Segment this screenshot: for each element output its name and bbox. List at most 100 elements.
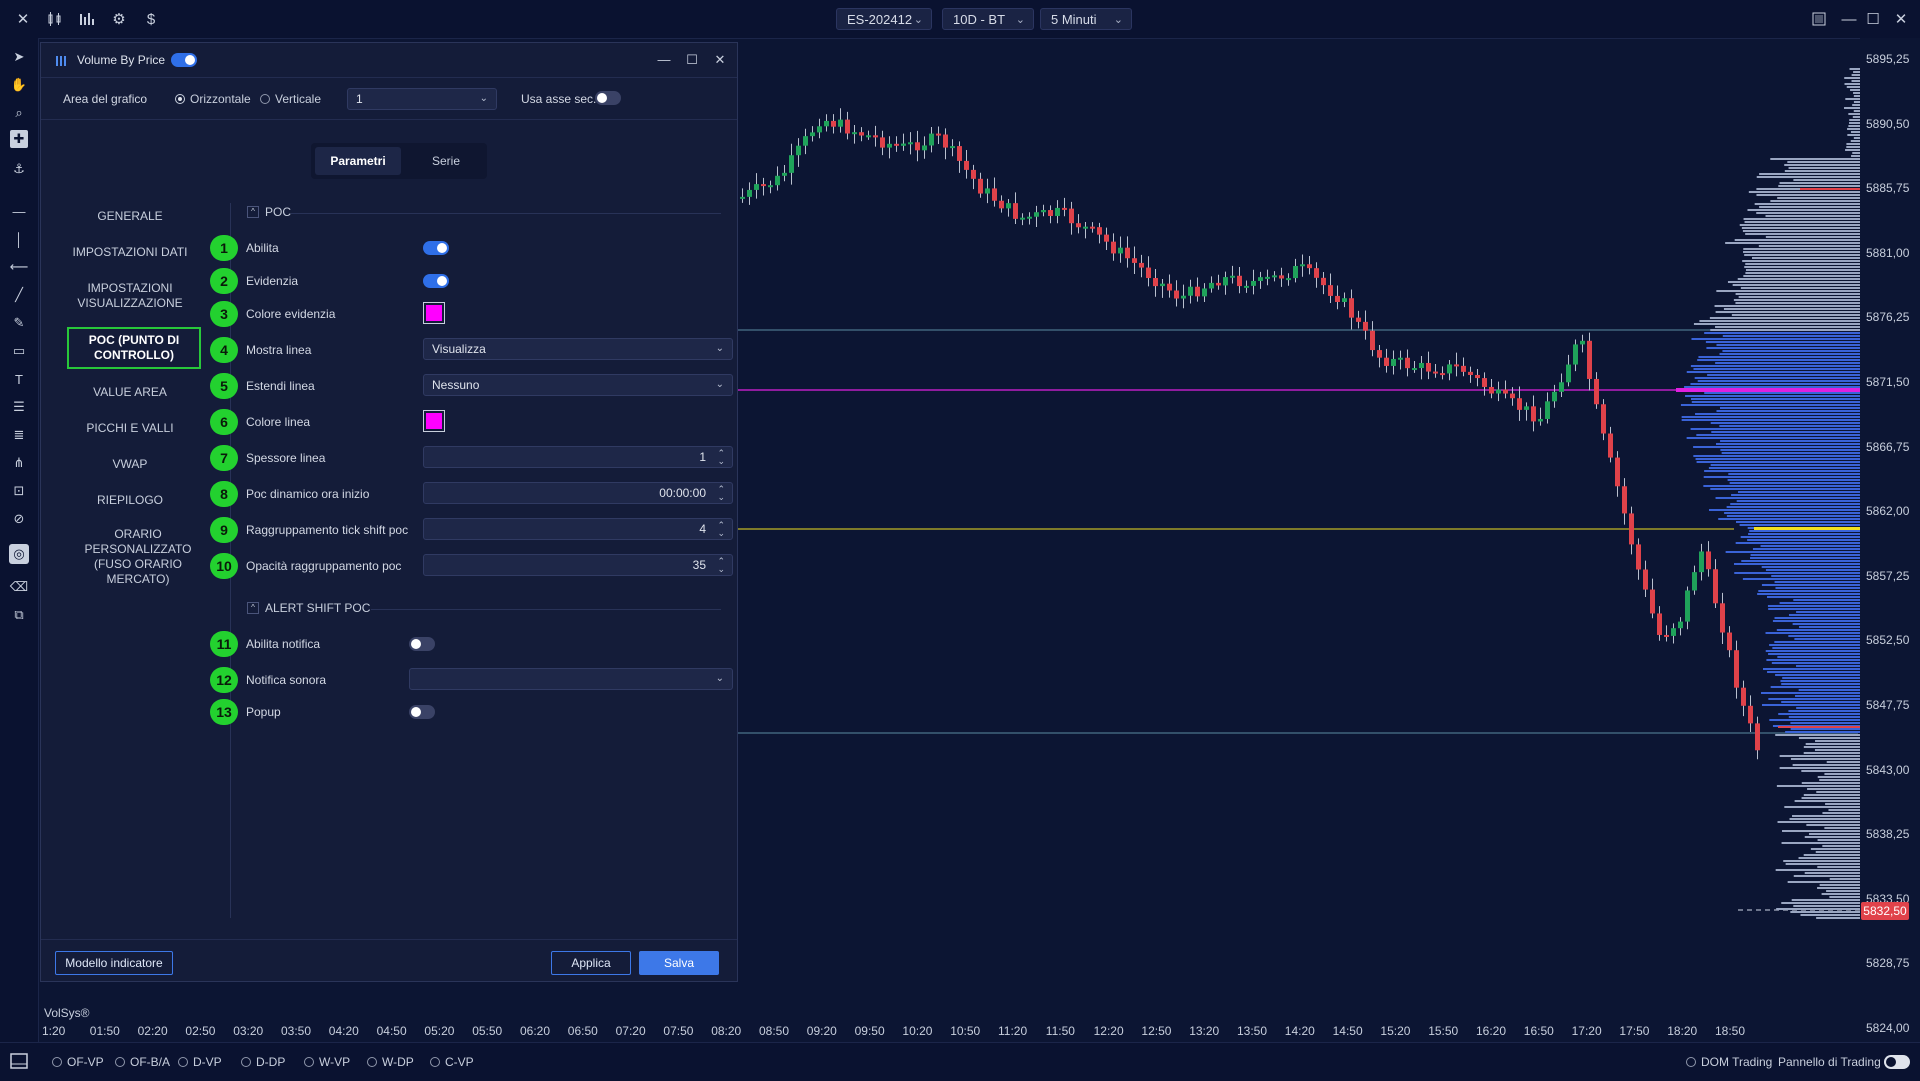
raggruppamento-input[interactable]: 4 ⌃ ⌄ xyxy=(423,518,733,540)
minimize-icon[interactable]: — xyxy=(1841,10,1857,28)
study-option[interactable]: D-VP xyxy=(178,1055,222,1069)
price-tick-label: 5866,75 xyxy=(1866,439,1910,454)
section-alert-header[interactable]: ^ ALERT SHIFT POC xyxy=(247,601,370,615)
mostra-linea-select[interactable]: Visualizza ⌄ xyxy=(423,338,733,360)
crosshair-icon[interactable]: ✚ xyxy=(10,130,28,148)
time-axis[interactable]: 1:20 01:50 02:20 02:50 03:20 03:50 04:20 04:50 0… xyxy=(38,1022,1860,1042)
volume-profile-bar xyxy=(1769,644,1860,646)
panel-icon[interactable] xyxy=(10,1053,28,1074)
nav-picchi-e-valli[interactable]: PICCHI E VALLI xyxy=(86,421,174,435)
pitchfork-icon[interactable]: ⋔ xyxy=(13,455,25,470)
volume-profile-bar xyxy=(1801,797,1860,799)
study-option[interactable]: OF-VP xyxy=(52,1055,104,1069)
vertical-line-icon[interactable]: │ xyxy=(14,231,24,247)
close-icon[interactable]: ✕ xyxy=(714,52,726,67)
ray-icon[interactable]: ⟵ xyxy=(9,259,29,274)
layers-icon[interactable]: ⧉ xyxy=(14,607,24,622)
bar-chart-icon[interactable] xyxy=(76,8,98,30)
minimize-icon[interactable]: — xyxy=(657,52,671,67)
colore-linea-swatch[interactable] xyxy=(423,410,445,432)
close-icon[interactable]: ✕ xyxy=(16,11,30,28)
spinner-icon[interactable]: ⌃ ⌄ xyxy=(717,556,725,574)
candle-body xyxy=(1146,267,1151,279)
nav-impostazioni-dati[interactable]: IMPOSTAZIONI DATI xyxy=(72,245,188,259)
indicator-enable-toggle[interactable] xyxy=(171,53,197,72)
dom-trading-option[interactable]: DOM Trading xyxy=(1686,1055,1772,1069)
orientation-horizontal-radio[interactable]: Orizzontale xyxy=(175,92,251,106)
study-label: OF-VP xyxy=(67,1055,104,1069)
radio-unchecked-icon xyxy=(1686,1057,1696,1067)
orientation-vertical-radio[interactable]: Verticale xyxy=(260,92,321,106)
volume-profile-icon[interactable]: ◎ xyxy=(9,544,29,564)
nav-value-area[interactable]: VALUE AREA xyxy=(93,385,167,399)
price-axis[interactable]: 5895,25 5890,50 5885,75 5881,00 5876,25 5871,… xyxy=(1860,38,1920,1038)
fib-icon[interactable]: ☰ xyxy=(13,399,25,414)
hand-icon[interactable]: ✋ xyxy=(10,77,28,92)
price-chart[interactable] xyxy=(38,38,1860,1038)
step-badge: 13 xyxy=(210,699,238,725)
apply-button[interactable]: Applica xyxy=(551,951,631,975)
poc-dinamico-input[interactable]: 00:00:00 ⌃ ⌄ xyxy=(423,482,733,504)
abilita-notifica-toggle[interactable] xyxy=(409,637,435,656)
study-label: W-VP xyxy=(319,1055,351,1069)
notifica-sonora-select[interactable]: ⌄ xyxy=(409,668,733,690)
maximize-icon[interactable]: ☐ xyxy=(686,52,698,67)
study-option[interactable]: W-VP xyxy=(304,1055,350,1069)
candles-icon[interactable] xyxy=(44,8,66,30)
spinner-icon[interactable]: ⌃ ⌄ xyxy=(717,448,725,466)
nav-impostazioni-visualizzazione[interactable]: IMPOSTAZIONI VISUALIZZAZIONE xyxy=(77,281,183,310)
nav-riepilogo[interactable]: RIEPILOGO xyxy=(96,493,164,507)
candle-body xyxy=(1034,212,1039,217)
estendi-linea-select[interactable]: Nessuno ⌄ xyxy=(423,374,733,396)
symbol-select[interactable]: ES-202412 ⌄ xyxy=(836,8,932,30)
sec-axis-toggle[interactable] xyxy=(595,91,621,108)
tab-serie[interactable]: Serie xyxy=(431,154,460,168)
pannello-toggle[interactable] xyxy=(1884,1055,1910,1074)
popup-toggle[interactable] xyxy=(409,705,435,724)
horizontal-line-icon[interactable]: — xyxy=(12,203,26,219)
study-option[interactable]: C-VP xyxy=(430,1055,474,1069)
nav-generale[interactable]: GENERALE xyxy=(97,209,163,223)
template-button[interactable]: Modello indicatore xyxy=(55,951,173,975)
levels-icon[interactable]: ≣ xyxy=(13,427,25,442)
evidenzia-toggle[interactable] xyxy=(423,274,449,293)
text-icon[interactable]: T xyxy=(15,371,23,387)
nav-poc[interactable]: POC (PUNTO DI CONTROLLO) xyxy=(67,327,201,369)
dom-trading-label: DOM Trading xyxy=(1701,1055,1773,1069)
section-poc-header[interactable]: ^ POC xyxy=(247,205,291,219)
area-select[interactable]: 1 ⌄ xyxy=(347,88,497,110)
opacita-input[interactable]: 35 ⌃ ⌄ xyxy=(423,554,733,576)
maximize-icon[interactable]: ☐ xyxy=(1866,11,1880,28)
cursor-icon[interactable]: ➤ xyxy=(13,49,25,64)
nav-vwap[interactable]: VWAP xyxy=(112,457,148,471)
study-option[interactable]: W-DP xyxy=(367,1055,414,1069)
trendline-icon[interactable]: ╱ xyxy=(15,287,23,302)
candle-body xyxy=(1727,632,1732,651)
study-option[interactable]: D-DP xyxy=(241,1055,285,1069)
save-button[interactable]: Salva xyxy=(639,951,719,975)
dollar-icon[interactable]: $ xyxy=(146,10,156,28)
abilita-toggle[interactable] xyxy=(423,241,449,260)
pencil-icon[interactable]: ✎ xyxy=(13,315,25,330)
timeframe-select[interactable]: 5 Minuti ⌄ xyxy=(1040,8,1132,30)
rectangle-icon[interactable]: ▭ xyxy=(12,343,26,358)
spessore-linea-input[interactable]: 1 ⌃ ⌄ xyxy=(423,446,733,468)
magnet-icon[interactable]: ⚓ xyxy=(13,161,25,176)
nav-orario-personalizzato[interactable]: ORARIO PERSONALIZZATO (FUSO ORARIO MERCA… xyxy=(84,527,192,586)
colore-evidenzia-swatch[interactable] xyxy=(423,302,445,324)
gear-icon[interactable]: ⚙ xyxy=(112,11,126,28)
tab-parametri[interactable]: Parametri xyxy=(315,147,401,175)
layout-icon[interactable] xyxy=(1808,8,1830,30)
close-window-icon[interactable]: ✕ xyxy=(1894,11,1908,28)
study-label: OF-B/A xyxy=(130,1055,171,1069)
spinner-icon[interactable]: ⌃ ⌄ xyxy=(717,520,725,538)
zoom-icon[interactable]: ⌕ xyxy=(15,105,23,120)
volume-profile-bar xyxy=(1694,377,1860,379)
study-option[interactable]: OF-B/A xyxy=(115,1055,170,1069)
range-select[interactable]: 10D - BT ⌄ xyxy=(942,8,1034,30)
spinner-icon[interactable]: ⌃ ⌄ xyxy=(717,484,725,502)
eraser-icon[interactable]: ⌫ xyxy=(9,579,29,594)
measure-icon[interactable]: ⊘ xyxy=(13,511,25,526)
volume-profile-bar xyxy=(1690,428,1860,430)
price-label-icon[interactable]: ⊡ xyxy=(13,483,25,498)
